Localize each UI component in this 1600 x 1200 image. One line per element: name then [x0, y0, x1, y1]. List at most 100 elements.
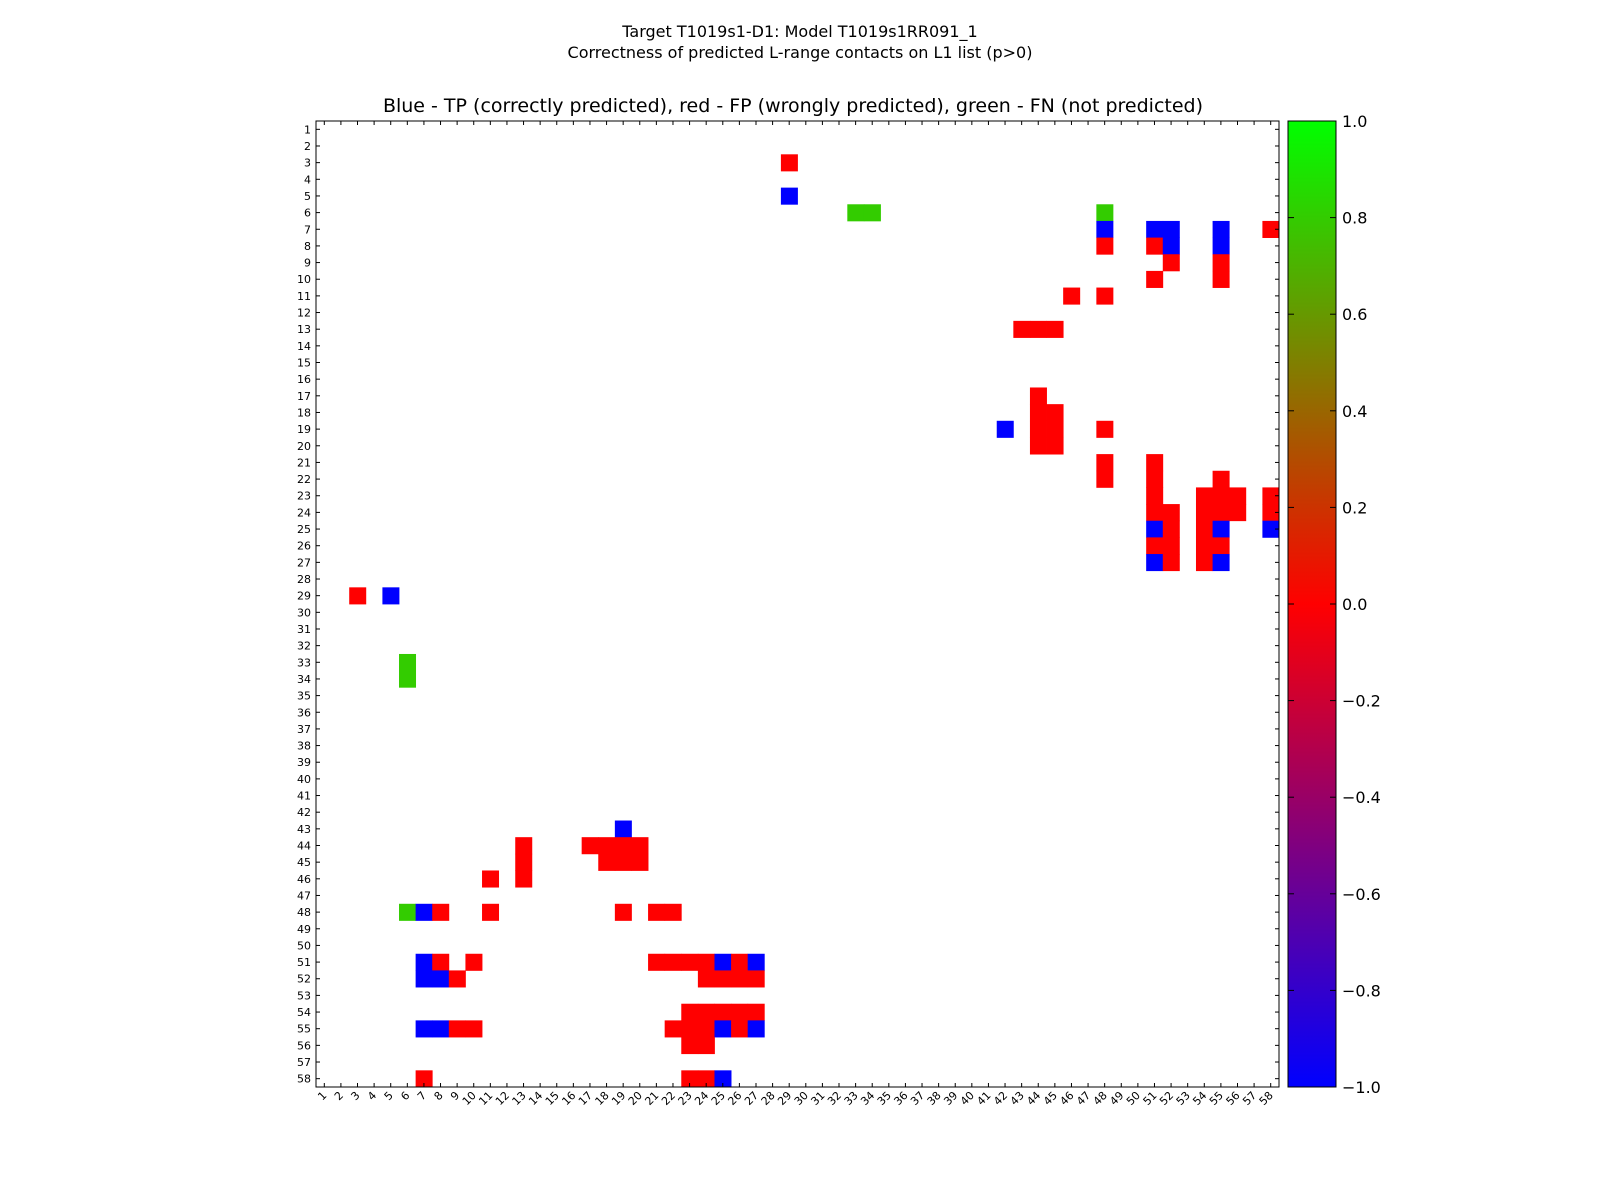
y-tick-label: 46	[297, 873, 311, 886]
cell-tp-27-55	[747, 1020, 765, 1038]
colorbar-ticks-layer: 1.0 0.8 0.6 0.4 0.2 0.0 −0.2 −0.4 −0.6 −0.8 −1.0	[1288, 112, 1381, 1097]
cell-fp-54-24	[1195, 504, 1213, 522]
cell-fp-19-44	[614, 837, 632, 855]
cell-fp-48-8	[1096, 237, 1114, 255]
cell-fp-24-58	[697, 1070, 715, 1088]
y-tick-label: 55	[297, 1023, 311, 1036]
y-tick-label: 12	[297, 307, 311, 320]
cell-fp-55-26	[1212, 537, 1230, 555]
cell-tp-7-55	[415, 1020, 433, 1038]
cell-tp-52-8	[1162, 237, 1180, 255]
cell-tp-42-19	[996, 420, 1014, 438]
y-tick-label: 22	[297, 473, 311, 486]
y-tick-label: 28	[297, 573, 311, 586]
y-tick-label: 35	[297, 690, 311, 703]
cell-tp-25-58	[714, 1070, 732, 1088]
colorbar-tick-label: −0.4	[1342, 788, 1381, 807]
cell-fp-52-24	[1162, 504, 1180, 522]
y-tick-label: 14	[297, 340, 311, 353]
cell-fp-45-18	[1046, 404, 1064, 422]
y-tick-label: 53	[297, 989, 311, 1002]
cell-fp-26-54	[731, 1003, 749, 1021]
y-tick-label: 3	[304, 157, 311, 170]
cell-fp-24-51	[697, 953, 715, 971]
y-tick-label: 9	[304, 257, 311, 270]
cell-fp-13-45	[515, 853, 533, 871]
x-tick-label: 8	[432, 1089, 446, 1103]
plot-frame	[315, 120, 1280, 1088]
cell-fp-44-13	[1029, 320, 1047, 338]
y-tick-label: 57	[297, 1056, 311, 1069]
cell-fp-29-3	[780, 154, 798, 172]
y-tick-label: 38	[297, 740, 311, 753]
y-tick-label: 48	[297, 906, 311, 919]
cell-fp-20-45	[631, 853, 649, 871]
cell-fp-51-23	[1146, 487, 1164, 505]
x-tick-label: 6	[398, 1089, 412, 1103]
cell-fp-51-10	[1146, 270, 1164, 288]
cell-tp-55-8	[1212, 237, 1230, 255]
y-tick-label: 17	[297, 390, 311, 403]
cell-fp-46-11	[1063, 287, 1081, 305]
cell-tp-52-7	[1162, 220, 1180, 238]
y-tick-label: 18	[297, 406, 311, 419]
cell-fp-52-9	[1162, 254, 1180, 272]
cell-fp-24-54	[697, 1003, 715, 1021]
y-tick-label: 45	[297, 856, 311, 869]
y-tick-label: 50	[297, 939, 311, 952]
figure-suptitle-line-1: Target T1019s1-D1: Model T1019s1RR091_1	[622, 22, 978, 41]
y-tick-label: 33	[297, 656, 311, 669]
y-tick-label: 19	[297, 423, 311, 436]
y-tick-label: 44	[297, 840, 311, 853]
x-tick-label: 1	[315, 1089, 329, 1103]
colorbar-tick-label: −0.8	[1342, 981, 1381, 1000]
cell-tp-51-27	[1146, 554, 1164, 572]
cell-fp-22-55	[664, 1020, 682, 1038]
cell-fp-13-44	[515, 837, 533, 855]
cell-fp-54-26	[1195, 537, 1213, 555]
cell-fn-34-6	[863, 204, 881, 222]
cell-fp-51-22	[1146, 470, 1164, 488]
cell-fp-22-48	[664, 903, 682, 921]
cell-fn-48-6	[1096, 204, 1114, 222]
cell-fn-6-33	[399, 653, 417, 672]
x-tick-label: 3	[348, 1089, 362, 1103]
colorbar-tick-label: 0.2	[1342, 498, 1367, 517]
colorbar-tick-label: 0.6	[1342, 305, 1367, 324]
cell-fp-22-51	[664, 953, 682, 971]
cell-fp-51-21	[1146, 454, 1164, 472]
cell-tp-51-7	[1146, 220, 1164, 238]
cell-fp-48-11	[1096, 287, 1114, 305]
cell-fp-52-25	[1162, 520, 1180, 538]
cell-fn-6-34	[399, 670, 417, 688]
cell-fp-24-56	[697, 1037, 715, 1055]
cell-tp-25-51	[714, 953, 732, 971]
colorbar	[1287, 120, 1337, 1088]
y-tick-label: 5	[304, 190, 311, 203]
colorbar-tick-label: −0.6	[1342, 885, 1381, 904]
colorbar-tick-label: 0.8	[1342, 209, 1367, 228]
y-tick-label: 34	[297, 673, 311, 686]
cell-fp-51-26	[1146, 537, 1164, 555]
cell-tp-7-52	[415, 970, 433, 988]
cell-fp-11-48	[482, 903, 500, 921]
cell-tp-51-25	[1146, 520, 1164, 538]
y-tick-label: 32	[297, 640, 311, 653]
cell-tp-7-51	[415, 953, 433, 971]
y-tick-label: 52	[297, 973, 311, 986]
cell-fp-26-52	[731, 970, 749, 988]
cell-fp-23-51	[681, 953, 699, 971]
cell-fp-8-51	[432, 953, 450, 971]
cell-tp-27-51	[747, 953, 765, 971]
colorbar-tick-label: −0.2	[1342, 692, 1381, 711]
cell-tp-25-55	[714, 1020, 732, 1038]
y-tick-label: 31	[297, 623, 311, 636]
cell-fp-27-52	[747, 970, 765, 988]
y-tick-label: 40	[297, 773, 311, 786]
y-tick-label: 25	[297, 523, 311, 536]
cell-fp-25-54	[714, 1003, 732, 1021]
cell-tp-55-25	[1212, 520, 1230, 538]
cell-fp-45-13	[1046, 320, 1064, 338]
cell-fp-3-29	[349, 587, 367, 605]
